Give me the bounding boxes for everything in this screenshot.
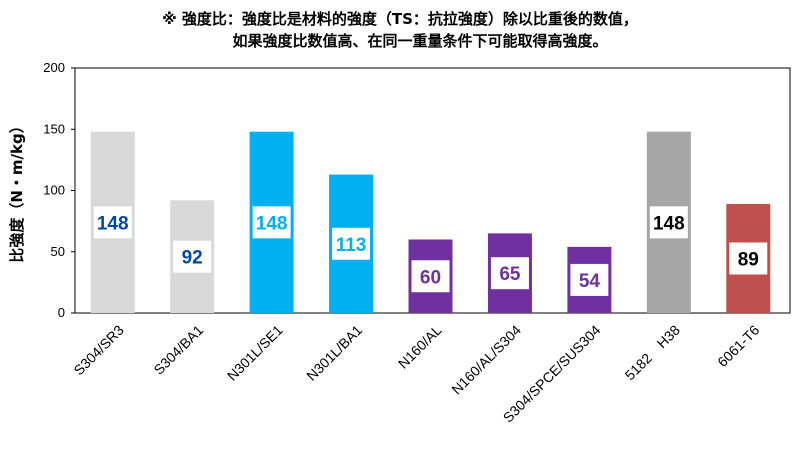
data-label-box [729, 242, 768, 275]
data-label-box [490, 257, 529, 290]
x-tick-label: S304/BA1 [150, 322, 206, 378]
data-label-box [93, 206, 132, 239]
chart-note: ※ 強度比：強度比是材料的強度（TS：抗拉強度）除以比重後的数值， 如果強度比数… [0, 8, 800, 52]
data-label: 92 [182, 248, 203, 269]
y-tick-label: 0 [58, 305, 65, 320]
data-label: 65 [499, 264, 521, 285]
data-label: 54 [579, 271, 601, 292]
data-label-box [570, 263, 609, 296]
x-tick-label: N160/AL/S304 [448, 322, 524, 398]
data-label: 148 [653, 213, 685, 234]
chart-note-line2: 如果強度比数值高、在同一重量条件下可能取得高強度。 [232, 32, 608, 50]
x-tick-label: N160/AL [395, 322, 445, 372]
data-label: 89 [738, 249, 759, 270]
data-label: 148 [256, 213, 288, 234]
data-label-box [649, 206, 688, 239]
y-tick-label: 50 [51, 244, 65, 259]
data-label-box [173, 240, 212, 273]
data-label-box [332, 227, 371, 260]
x-tick-label: S304/SR3 [70, 322, 127, 379]
chart-note-line1: ※ 強度比：強度比是材料的強度（TS：抗拉強度）除以比重後的数值， [162, 10, 638, 28]
y-tick-label: 100 [43, 183, 65, 198]
x-tick-label: 6061-T6 [714, 322, 762, 370]
data-label: 113 [336, 235, 367, 256]
y-axis-label: 比強度（N・m/kg） [8, 118, 26, 262]
y-tick-label: 200 [43, 60, 65, 75]
data-label: 60 [420, 267, 441, 288]
x-tick-label: N301L/SE1 [224, 322, 286, 384]
data-label-box [252, 206, 291, 239]
x-tick-label: N301L/BA1 [303, 322, 365, 384]
x-tick-label: 5182 H38 [622, 322, 684, 384]
data-label-box [411, 260, 450, 293]
y-tick-label: 150 [43, 121, 65, 136]
data-label: 148 [97, 213, 129, 234]
